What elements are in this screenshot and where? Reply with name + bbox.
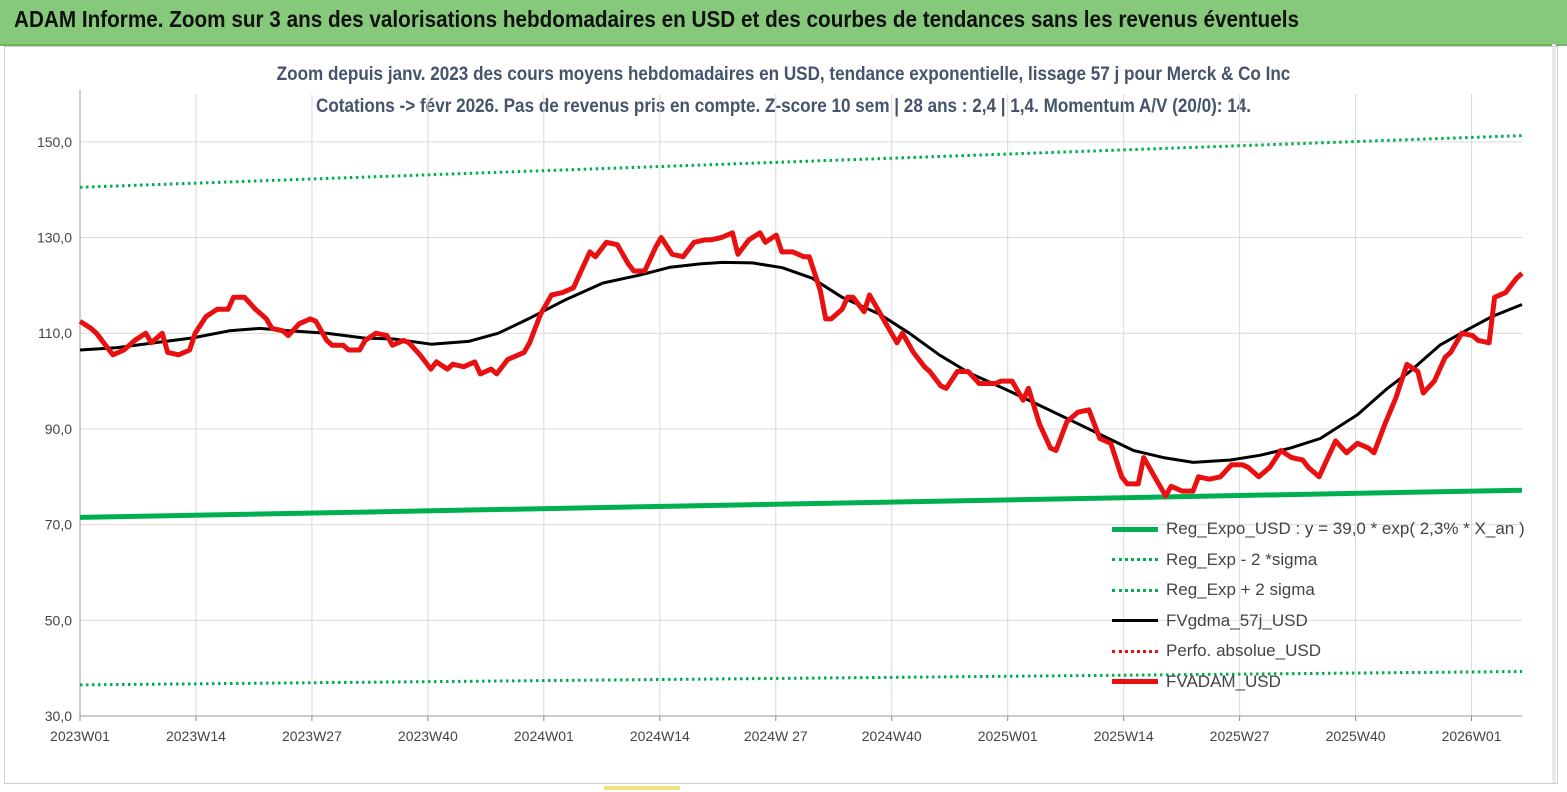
legend-label: Perfo. absolue_USD [1166,641,1321,661]
x-tick-label: 2023W27 [282,728,342,744]
y-tick-label: 50,0 [45,612,72,628]
x-tick-label: 2024W 27 [744,728,808,744]
legend-label: Reg_Exp + 2 sigma [1166,580,1315,600]
legend-item: Perfo. absolue_USD [1112,636,1525,667]
legend-label: FVgdma_57j_USD [1166,610,1308,630]
report-banner: ADAM Informe. Zoom sur 3 ans des valoris… [0,0,1567,46]
x-tick-label: 2026W01 [1442,728,1502,744]
chart-legend: Reg_Expo_USD : y = 39,0 * exp( 2,3% * X_… [1112,514,1525,697]
x-tick-label: 2023W14 [166,728,226,744]
y-tick-label: 150,0 [37,134,72,150]
series-line-band-plus [79,134,1523,189]
x-tick-label: 2024W14 [630,728,690,744]
legend-swatch [1112,619,1158,623]
chart-title-line2: Cotations -> févr 2026. Pas de revenus p… [315,96,1252,117]
x-tick-label: 2025W27 [1210,728,1270,744]
y-tick-label: 70,0 [45,517,72,533]
legend-swatch [1112,588,1158,592]
report-title: ADAM Informe. Zoom sur 3 ans des valoris… [14,6,1299,32]
legend-item: FVgdma_57j_USD [1112,606,1525,637]
scrollbar-edge [1552,44,1556,784]
x-tick-label: 2024W01 [514,728,574,744]
x-tick-label: 2023W40 [398,728,458,744]
legend-label: Reg_Expo_USD : y = 39,0 * exp( 2,3% * X_… [1166,519,1525,539]
series-line-band-minus [79,670,1523,687]
legend-label: Reg_Exp - 2 *sigma [1166,549,1318,569]
x-tick-label: 2024W40 [862,728,922,744]
chart-title-line1: Zoom depuis janv. 2023 des cours moyens … [276,64,1291,85]
legend-swatch [1112,679,1158,685]
x-tick-label: 2025W40 [1326,728,1386,744]
y-tick-label: 110,0 [38,325,72,341]
y-tick-label: 30,0 [45,708,72,724]
legend-item: Reg_Expo_USD : y = 39,0 * exp( 2,3% * X_… [1112,514,1525,545]
legend-swatch [1112,526,1158,532]
x-tick-label: 2025W14 [1094,728,1154,744]
series-line-reg-expo [79,487,1523,520]
series-line-price [78,230,1524,499]
chart-frame [4,46,1558,784]
x-tick-label: 2025W01 [978,728,1038,744]
legend-item: Reg_Exp + 2 sigma [1112,575,1525,606]
y-tick-label: 130,0 [37,230,72,246]
legend-item: FVADAM_USD [1112,667,1525,698]
y-tick-label: 90,0 [45,421,72,437]
legend-swatch [1112,558,1158,562]
legend-label: FVADAM_USD [1166,671,1281,691]
legend-item: Reg_Exp - 2 *sigma [1112,545,1525,576]
x-tick-label: 2023W01 [50,728,110,744]
series-line-smoothed [79,260,1523,464]
bottom-accent-bar [604,786,680,790]
legend-swatch [1112,649,1158,653]
